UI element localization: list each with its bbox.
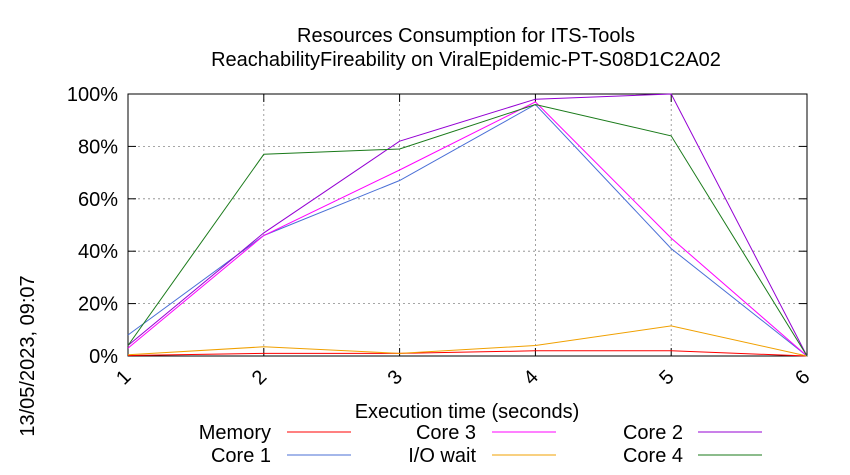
series-lines [127,93,808,357]
y-tick-label: 40% [78,241,118,263]
series-line-i-o-wait [127,325,808,357]
y-tick-label: 100% [67,84,118,106]
legend-label-core-1: Core 1 [211,445,271,467]
x-tick-label: 2 [248,366,271,389]
y-tick-label: 60% [78,189,118,211]
series-line-core-1 [127,103,808,357]
legend-label-i-o-wait: I/O wait [408,445,476,467]
plot-border [127,93,808,357]
legend-label-core-2: Core 2 [623,422,683,444]
legend-label-core-4: Core 4 [623,445,683,467]
x-tick-label: 1 [112,366,135,389]
series-line-core-4 [127,103,808,357]
x-tick-label: 3 [384,366,407,389]
series-line-memory [127,350,808,357]
y-axis-ticks: 0% 20% 40% 60% 80% 100% [67,84,807,368]
y-tick-label: 80% [78,136,118,158]
y-tick-label: 20% [78,294,118,316]
chart-title: Resources Consumption for ITS-Tools [297,25,635,47]
x-tick-label: 6 [791,366,814,389]
grid-lines [128,94,807,356]
y-tick-label: 0% [89,346,118,368]
chart-subtitle: ReachabilityFireability on ViralEpidemic… [211,49,721,71]
timestamp-label: 13/05/2023, 09:07 [17,275,39,436]
legend-label-memory: Memory [199,422,271,444]
series-line-core-3 [127,101,808,357]
x-axis-label: Execution time (seconds) [355,401,580,423]
x-tick-label: 5 [655,366,678,389]
series-line-core-2 [127,93,808,357]
legend-label-core-3: Core 3 [416,422,476,444]
x-tick-label: 4 [519,366,542,389]
